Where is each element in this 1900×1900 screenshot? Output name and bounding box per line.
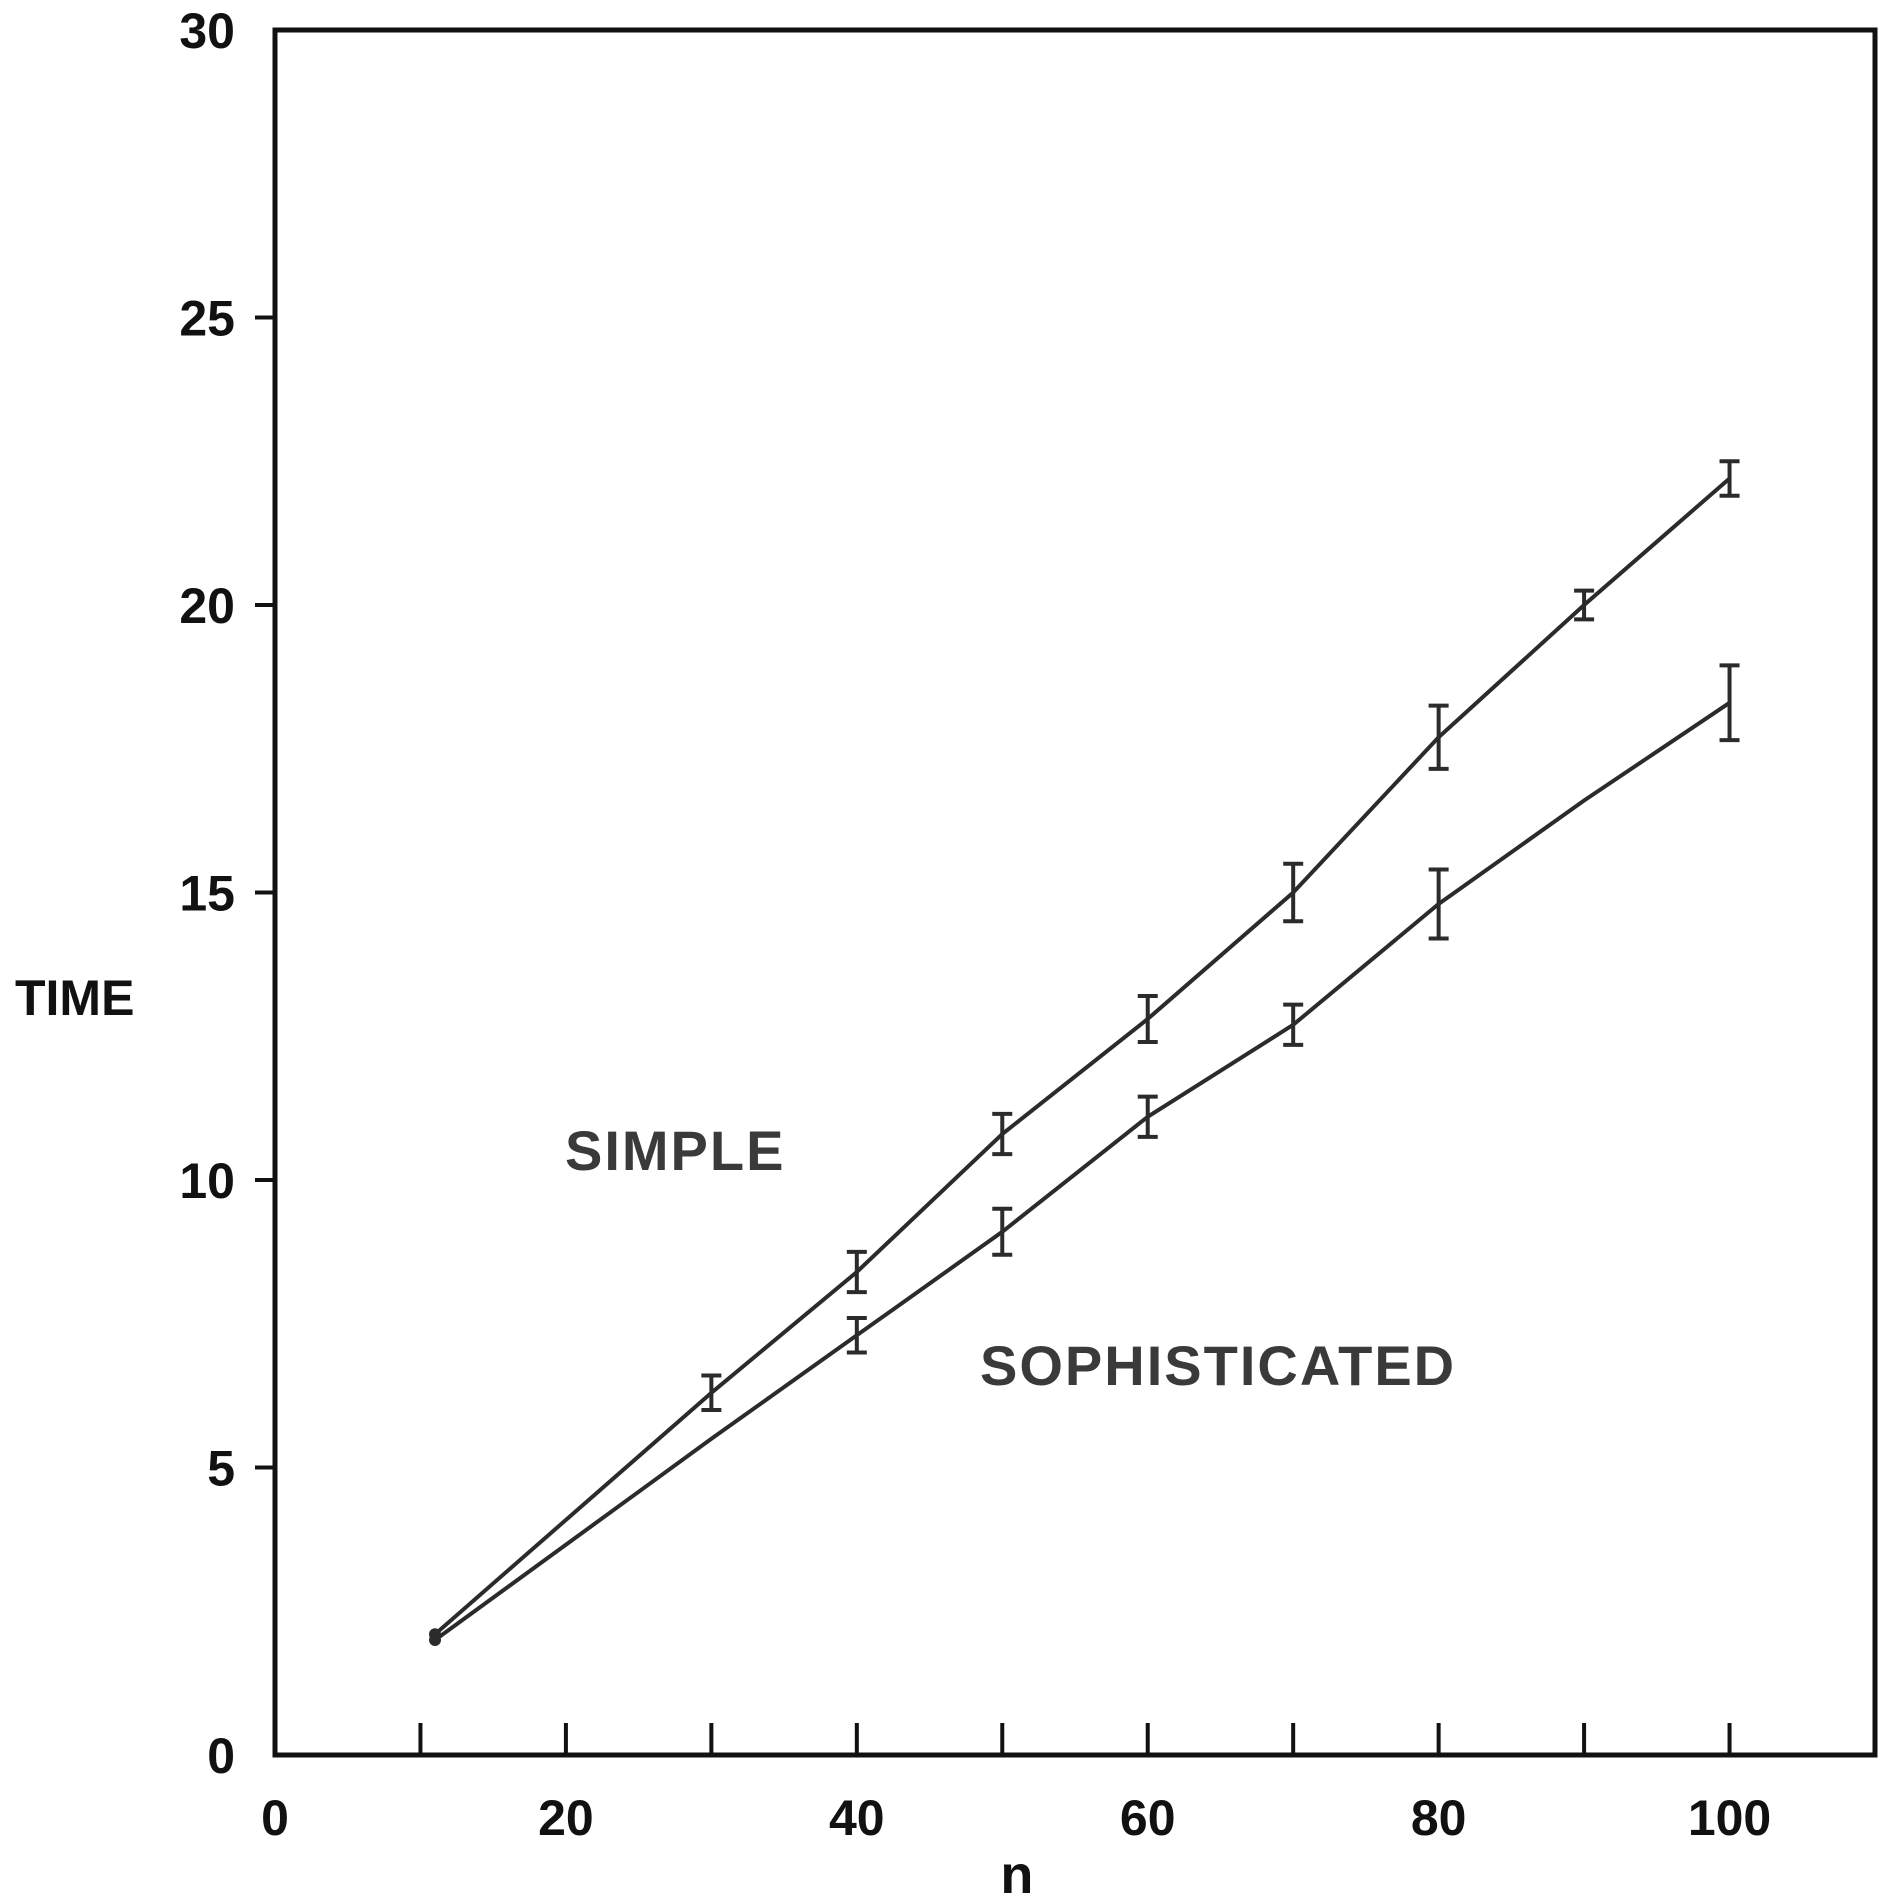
data-point <box>1137 1094 1158 1139</box>
data-point <box>1428 867 1449 941</box>
x-tick-label: 20 <box>538 1790 594 1846</box>
y-tick-label: 5 <box>207 1441 235 1497</box>
data-point <box>429 1634 441 1646</box>
y-tick-label: 0 <box>207 1728 235 1784</box>
start-point <box>429 1634 441 1646</box>
y-tick-label: 25 <box>179 291 235 347</box>
plot-frame <box>272 27 1878 1758</box>
data-point <box>992 1206 1013 1257</box>
data-point <box>1719 663 1740 743</box>
data-point <box>1283 861 1304 924</box>
y-tick-label: 30 <box>179 3 235 59</box>
x-tick-label: 60 <box>1120 1790 1176 1846</box>
x-tick-label: 80 <box>1411 1790 1467 1846</box>
y-axis-label: TIME <box>15 970 134 1026</box>
x-tick-label: 100 <box>1688 1790 1771 1846</box>
y-tick-label: 10 <box>179 1153 235 1209</box>
x-tick-label: 40 <box>829 1790 885 1846</box>
data-point <box>1283 1002 1304 1047</box>
data-point <box>1428 703 1449 771</box>
data-point <box>846 1249 867 1295</box>
x-tick-label: 0 <box>261 1790 289 1846</box>
data-point <box>1137 994 1158 1044</box>
data-point <box>1719 459 1740 498</box>
data-point <box>701 1373 722 1412</box>
y-tick-label: 15 <box>179 866 235 922</box>
series-simple <box>429 459 1740 1641</box>
y-tick-label: 20 <box>179 578 235 634</box>
series-sophisticated <box>429 663 1740 1646</box>
series-line <box>433 476 1731 1636</box>
series-label-sophisticated: SOPHISTICATED <box>980 1334 1456 1397</box>
series-label-simple: SIMPLE <box>565 1119 785 1182</box>
x-axis-label: n <box>1000 1845 1033 1900</box>
series-layer <box>429 459 1740 1646</box>
data-point <box>1574 588 1595 622</box>
data-point <box>846 1316 867 1355</box>
x-axis-ticks: 0 20 40 60 80 100 <box>261 1723 1771 1846</box>
data-point <box>992 1111 1013 1157</box>
y-axis-ticks: 0 5 10 15 20 25 30 <box>179 3 275 1784</box>
